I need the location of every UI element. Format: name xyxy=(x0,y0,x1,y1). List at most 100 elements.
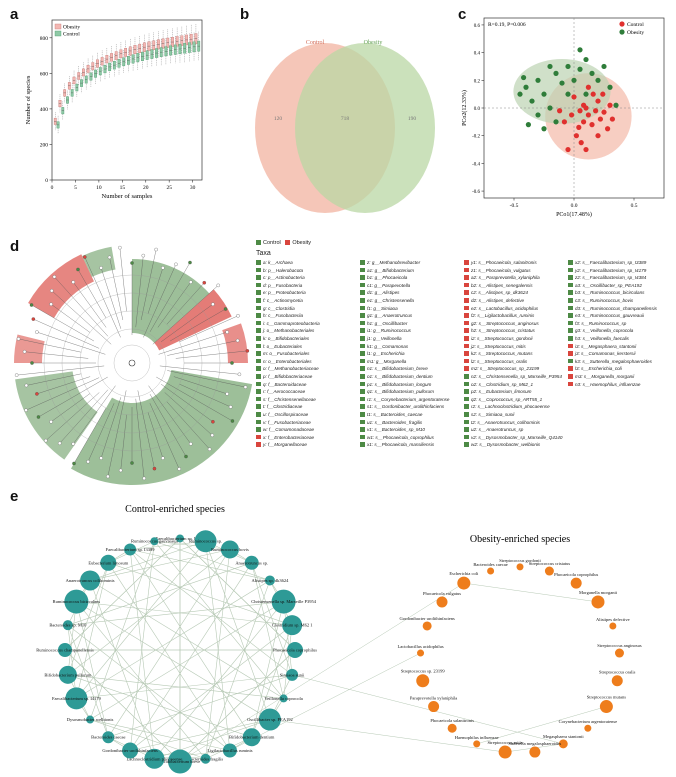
network-edge xyxy=(476,706,607,745)
taxa-label: s: f__Christensenellaceae xyxy=(263,396,316,402)
point-control xyxy=(577,108,583,114)
taxa-swatch xyxy=(360,260,365,265)
point-control xyxy=(609,116,615,122)
taxa-legend-item: v2: s__Dysosmobacter_sp_Marseille_Q4140 xyxy=(464,434,562,440)
taxa-swatch xyxy=(568,351,573,356)
clade-node xyxy=(152,466,157,471)
taxa-label: c2: s__Alistipes_sp_dk3624 xyxy=(471,290,528,296)
taxa-swatch xyxy=(256,374,261,379)
point-obesity xyxy=(577,66,583,72)
x-tick-label: 5 xyxy=(74,185,77,191)
taxa-legend-item: u: f__Oscillospiraceae xyxy=(256,412,308,417)
legend-label-obesity: Obesity xyxy=(292,240,311,246)
network-node-obesity xyxy=(529,746,541,758)
taxa-label: e1: g__Christensenella xyxy=(367,298,414,303)
network-node-control xyxy=(124,543,137,556)
taxa-legend-item: a: k__Archaea xyxy=(256,260,293,265)
taxa-legend-item: e3: s__Ruminococcus_gauvreauii xyxy=(568,313,644,318)
point-obesity xyxy=(571,77,577,83)
clade-node xyxy=(35,330,39,334)
clade-branch xyxy=(149,262,191,332)
point-obesity xyxy=(535,112,541,118)
clade-node xyxy=(141,253,146,258)
clade-branch xyxy=(140,249,157,320)
taxa-swatch xyxy=(360,358,365,364)
y-tick-label: 0.6 xyxy=(474,24,481,29)
network-node-label: Alistipes defective xyxy=(596,617,630,622)
taxa-legend-item: d1: g__Alistipes xyxy=(360,290,399,295)
taxa-label: i3: s__Megasphaera_stantonii xyxy=(575,343,637,349)
taxa-legend-item: g2: s__Streptococcus_anginosus xyxy=(464,320,539,326)
point-obesity xyxy=(547,105,553,111)
taxa-swatch xyxy=(464,442,469,447)
network-node-label: Phocaeicola coprophilus xyxy=(554,572,598,577)
network-edge xyxy=(89,601,284,720)
taxa-swatch xyxy=(256,320,261,326)
network-node-label: Bacteroides fragilis xyxy=(188,756,223,761)
clade-node xyxy=(49,420,53,424)
clade-node xyxy=(210,433,215,438)
point-obesity xyxy=(525,122,531,128)
taxa-legend-item: k3: s__Sutterella_megalosphaeroides xyxy=(568,358,652,364)
taxa-label: f1: g__Simiaoa xyxy=(367,305,398,311)
clade-node xyxy=(130,461,134,465)
x-tick-label: 0 xyxy=(51,185,54,191)
taxa-label: d3: s__Ruminococcus_champanellensis xyxy=(575,305,657,311)
clade-branch xyxy=(45,392,100,441)
clade-branch xyxy=(26,373,82,386)
clade-branch xyxy=(25,377,100,411)
clade-branch xyxy=(175,350,248,359)
taxa-swatch xyxy=(568,320,573,326)
clade-node xyxy=(99,456,103,460)
test-statistic: R=0.19, P=0.006 xyxy=(488,22,526,28)
clade-node xyxy=(225,330,229,334)
legend-swatch-control xyxy=(256,240,261,245)
taxa-swatch xyxy=(464,320,469,326)
taxa-swatch xyxy=(360,267,365,273)
taxa-label: c3: s__Ruminococcus_bovis xyxy=(575,298,634,303)
taxa-legend-item: n2: s__Christensenella_sp_Marseille_P395… xyxy=(464,374,562,379)
taxa-label: j3: s__Comamonas_kerstersii xyxy=(575,351,636,357)
x-tick-label: 0.0 xyxy=(571,203,578,209)
clade-ring xyxy=(97,328,167,398)
clade-node xyxy=(211,302,215,306)
network-node-control xyxy=(102,731,115,744)
clade-node xyxy=(184,454,188,459)
clade-branch xyxy=(135,398,145,479)
point-obesity xyxy=(553,119,559,125)
clade-node xyxy=(245,349,250,353)
y-tick-label: 600 xyxy=(40,71,49,77)
network-edge xyxy=(67,674,284,699)
clade-branch xyxy=(147,412,164,459)
taxa-legend-item: r: f__Aerococcaceae xyxy=(256,389,305,394)
taxa-swatch xyxy=(464,434,469,440)
network-node-label: Bifidobacterium breve xyxy=(160,759,201,764)
taxa-legend-item: o2: s__Clostridium_sp_M62_1 xyxy=(464,381,533,387)
x-axis-label: PCo1(17.48%) xyxy=(556,211,592,218)
clade-node xyxy=(31,317,36,321)
taxa-label: k3: s__Sutterella_megalosphaeroides xyxy=(575,358,652,364)
clade-ring xyxy=(43,274,221,452)
taxa-swatch xyxy=(360,404,365,409)
venn-value-shared: 718 xyxy=(341,116,350,122)
clade-node xyxy=(237,372,242,377)
taxa-label: z: g__Methanobrevibacter xyxy=(367,260,421,265)
network-edge xyxy=(67,549,231,676)
network-node-label: Streptococcus gordonii xyxy=(499,558,541,563)
taxa-swatch xyxy=(464,290,469,295)
taxa-swatch xyxy=(568,336,573,341)
taxa-swatch xyxy=(568,358,573,364)
taxa-swatch xyxy=(256,412,261,417)
clade-branch xyxy=(59,389,109,444)
point-obesity xyxy=(553,70,559,76)
clade-node xyxy=(177,467,181,471)
network-edge xyxy=(76,601,271,720)
point-obesity xyxy=(523,84,529,90)
network-node-control xyxy=(200,753,211,764)
network-node-label: Streptococcus mutans xyxy=(587,695,627,700)
taxa-swatch xyxy=(464,298,469,303)
taxa-swatch xyxy=(568,305,573,311)
taxa-swatch xyxy=(256,442,261,447)
clade-branch xyxy=(149,403,180,470)
taxa-swatch xyxy=(360,328,365,333)
